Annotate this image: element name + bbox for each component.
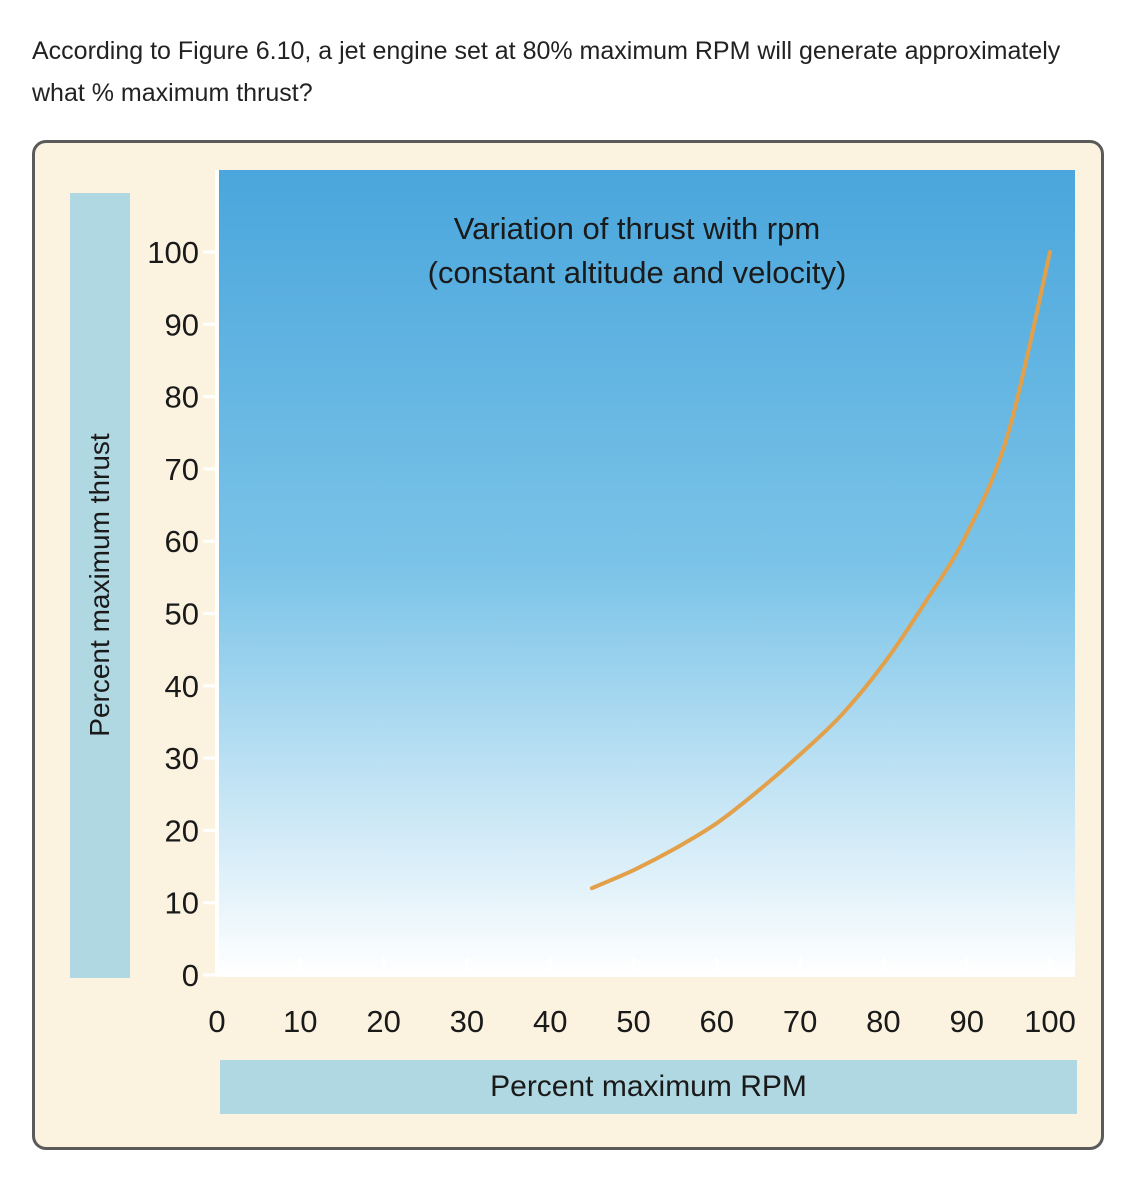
y-tick-label: 100 (147, 235, 199, 270)
x-tick-label: 50 (616, 1004, 650, 1039)
chart-title: Variation of thrust with rpm (454, 211, 820, 246)
x-tick-label: 0 (208, 1004, 225, 1039)
y-tick-label: 20 (165, 813, 199, 848)
axes (215, 170, 1075, 977)
y-tick-label: 60 (165, 524, 199, 559)
y-tick-label: 30 (165, 741, 199, 776)
y-tick-label: 90 (165, 307, 199, 342)
y-tick-label: 10 (165, 886, 199, 921)
x-tick-label: 20 (366, 1004, 400, 1039)
x-tick-label: 10 (283, 1004, 317, 1039)
thrust-curve (589, 250, 1052, 891)
y-tick-label: 50 (165, 597, 199, 632)
y-tick-label: 0 (182, 958, 199, 993)
y-tick-label: 40 (165, 669, 199, 704)
y-tick-label: 80 (165, 380, 199, 415)
x-tick-label: 70 (783, 1004, 817, 1039)
y-tick-label: 70 (165, 452, 199, 487)
x-tick-label: 90 (949, 1004, 983, 1039)
ticks: 0 10 20 30 40 50 60 70 80 90 100 0 10 20 30 40 50 60 70 80 9… (147, 235, 1076, 1039)
question-text: According to Figure 6.10, a jet engine s… (32, 37, 1061, 107)
x-tick-label: 30 (450, 1004, 484, 1039)
x-axis-label: Percent maximum RPM (490, 1070, 807, 1103)
x-tick-label: 60 (700, 1004, 734, 1039)
x-tick-label: 100 (1024, 1004, 1076, 1039)
plot-area (217, 170, 1075, 975)
x-tick-label: 40 (533, 1004, 567, 1039)
chart-subtitle: (constant altitude and velocity) (428, 255, 847, 290)
x-axis-label-box: Percent maximum RPM (220, 1060, 1077, 1114)
y-axis-label-box (70, 193, 130, 978)
x-tick-label: 80 (866, 1004, 900, 1039)
